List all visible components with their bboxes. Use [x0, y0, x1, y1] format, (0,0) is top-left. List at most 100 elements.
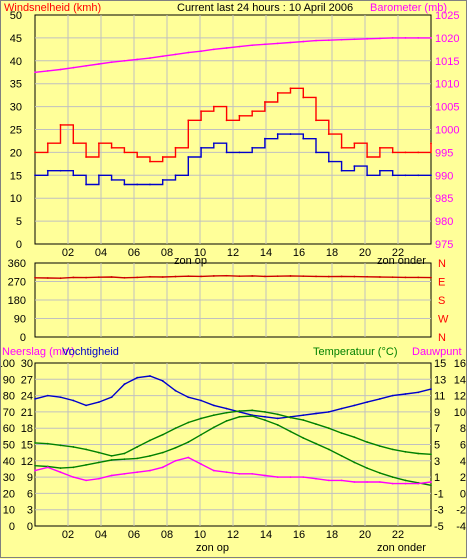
average-series-point: [212, 142, 215, 145]
gust-series-point: [404, 151, 407, 154]
dewpoint-title: Dauwpunt: [412, 346, 462, 358]
rain-tick: 100: [1, 358, 15, 370]
direction-degree-tick: 360: [8, 258, 26, 270]
temperature-series-point: [174, 427, 177, 430]
average-series-point: [59, 169, 62, 172]
barometer-series-point: [366, 37, 369, 40]
rain-tick: 30: [3, 472, 15, 484]
hour-tick-label: 20: [359, 529, 371, 541]
humidity-series-point: [59, 396, 62, 399]
dewpoint-tick: 12: [454, 391, 466, 403]
temperature-series-point: [200, 417, 202, 420]
direction-series-point: [46, 277, 49, 279]
rain-series-point: [276, 476, 279, 478]
temperature-tick: 11: [434, 391, 445, 403]
humidity-series-point: [46, 394, 49, 397]
direction-series-point: [264, 275, 266, 278]
barometer-series-point: [391, 37, 394, 39]
barometer-tick: 1000: [435, 125, 459, 137]
average-series-point: [430, 174, 432, 177]
wind-speed-tick: 35: [10, 79, 22, 91]
dewpoint-series-point: [212, 426, 215, 429]
dewpoint-series-point: [366, 467, 369, 470]
humidity-series-point: [110, 396, 113, 399]
gust-series-point: [238, 114, 241, 117]
temperature-series-point: [110, 455, 113, 457]
rain-series-point: [366, 481, 369, 483]
rain-series-point: [149, 469, 151, 472]
hour-tick-label: 02: [62, 247, 74, 259]
humidity-series-point: [225, 407, 228, 410]
humidity-series-point: [404, 393, 407, 395]
barometer-tick: 1020: [435, 33, 459, 45]
barometer-tick: 1015: [435, 56, 459, 68]
temperature-tick: 3: [434, 456, 440, 468]
hour-tick-label: 14: [260, 529, 272, 541]
direction-series-point: [315, 275, 317, 278]
average-series-point: [110, 178, 113, 181]
rain-series-point: [430, 481, 432, 483]
direction-series-point: [251, 275, 254, 277]
temperature-series-point: [251, 409, 254, 412]
hour-tick-label: 22: [392, 529, 404, 541]
humidity-series-point: [315, 412, 317, 415]
average-series-point: [404, 174, 407, 177]
gust-series-point: [110, 146, 113, 149]
temperature-series-point: [34, 441, 36, 444]
average-series-point: [264, 137, 266, 140]
dewpoint-series-point: [136, 457, 139, 460]
humidity-series-point: [327, 411, 330, 413]
dewpoint-series-point: [59, 467, 62, 470]
average-series-point: [238, 151, 241, 154]
average-series-point: [174, 174, 177, 177]
barometer-tick: 1025: [435, 10, 459, 22]
average-series-point: [302, 137, 305, 140]
temperature-series-point: [417, 452, 420, 455]
humidity-series-point: [340, 407, 343, 410]
hour-tick-label: 04: [95, 247, 107, 259]
barometer-tick: 995: [435, 147, 453, 159]
dewpoint-tick: 6: [460, 440, 466, 452]
temperature-tick: 1: [434, 472, 440, 484]
direction-degree-tick: 0: [20, 332, 26, 344]
gust-series-point: [161, 156, 164, 158]
dewpoint-series-point: [264, 419, 266, 421]
temperature-series-point: [264, 411, 266, 413]
humidity-tick: 12: [21, 456, 33, 468]
barometer-tick: 1005: [435, 102, 459, 114]
humidity-tick: 27: [21, 374, 33, 386]
gust-series-point: [379, 146, 381, 149]
temperature-title: Temperatuur (°C): [313, 346, 397, 358]
dewpoint-series-point: [353, 461, 356, 464]
humidity-series-point: [264, 415, 266, 418]
average-series-point: [366, 174, 369, 177]
average-series-point: [200, 146, 202, 149]
dewpoint-tick: 8: [460, 423, 466, 435]
temperature-series-point: [353, 436, 356, 439]
rain-series-point: [391, 482, 394, 485]
rain-series-point: [174, 459, 177, 462]
direction-series-point: [366, 275, 369, 278]
rain-series-point: [327, 479, 330, 482]
dewpoint-tick: 4: [460, 456, 466, 468]
direction-series-point: [34, 276, 36, 279]
wind-speed-tick: 30: [10, 102, 22, 114]
temperature-series-point: [238, 410, 241, 412]
direction-series-point: [225, 274, 228, 277]
rain-series-point: [289, 476, 292, 478]
humidity-series-point: [161, 380, 164, 382]
barometer-series-point: [110, 61, 113, 64]
wind-speed-tick: 45: [10, 33, 22, 45]
gust-series-point: [327, 133, 330, 135]
direction-series-point: [276, 275, 279, 278]
dewpoint-series-point: [85, 463, 87, 466]
barometer-series-point: [187, 51, 190, 54]
temperature-series-point: [302, 419, 305, 421]
humidity-series-point: [34, 397, 36, 400]
barometer-series-point: [46, 69, 49, 72]
hour-tick-label: 02: [62, 529, 74, 541]
direction-series-point: [59, 277, 62, 280]
rain-series-point: [353, 481, 356, 483]
barometer-series-point: [251, 44, 254, 47]
